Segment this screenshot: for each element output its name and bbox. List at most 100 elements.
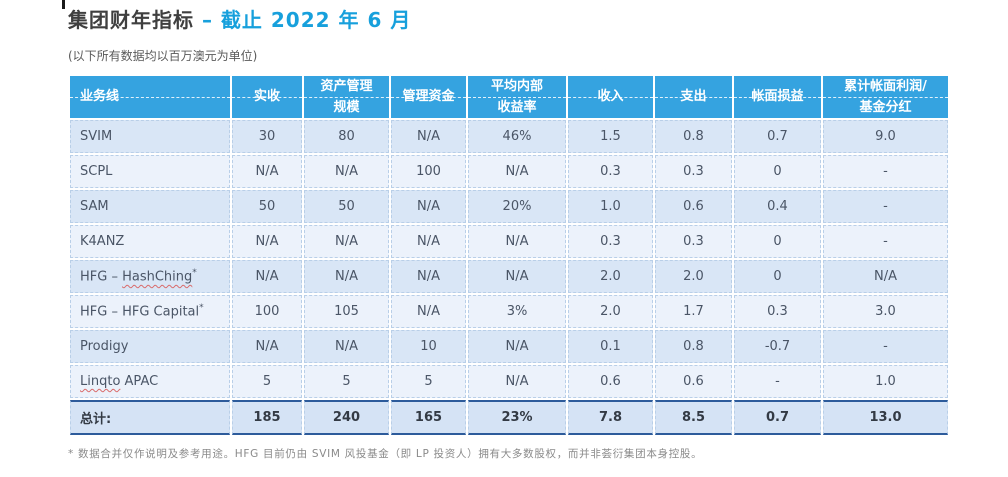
cell-hfg-hashching-avg-irr: N/A xyxy=(468,260,566,294)
cell-hfg-hashching-book-pnl: 0 xyxy=(734,260,821,294)
header-dashed-divider xyxy=(391,97,466,99)
business-line-text: Prodigy xyxy=(80,339,129,355)
cell-linqto-apac-expense: 0.6 xyxy=(655,365,732,399)
cell-scpl-paid-in: N/A xyxy=(232,155,302,189)
total-cell-revenue: 7.8 xyxy=(568,400,653,436)
page-title: 集团财年指标 – 截止 2022 年 6 月 xyxy=(68,8,1008,32)
header-dashed-divider xyxy=(70,97,230,99)
column-header-wrap: 实收 xyxy=(232,78,302,116)
cell-scpl-avg-irr: N/A xyxy=(468,155,566,189)
cell-hfg-hfg-capital-expense: 1.7 xyxy=(655,295,732,329)
column-header-wrap: 业务线 xyxy=(70,78,230,116)
page-title-main: 集团财年指标 xyxy=(68,8,202,32)
header-dashed-divider xyxy=(823,97,948,99)
cell-linqto-apac-revenue: 0.6 xyxy=(568,365,653,399)
cell-svim-cum-profit: 9.0 xyxy=(823,120,948,154)
cell-sam-paid-in: 50 xyxy=(232,190,302,224)
cell-k4anz-aum: N/A xyxy=(304,225,389,259)
cell-hfg-hfg-capital-paid-in: 100 xyxy=(232,295,302,329)
header-dashed-divider xyxy=(568,97,653,99)
cell-sam-managed-funds: N/A xyxy=(391,190,466,224)
footnote-marker: * xyxy=(199,303,204,314)
header-dashed-divider xyxy=(734,97,821,99)
cell-hfg-hfg-capital-book-pnl: 0.3 xyxy=(734,295,821,329)
cell-prodigy-paid-in: N/A xyxy=(232,330,302,364)
cell-k4anz-managed-funds: N/A xyxy=(391,225,466,259)
table-row-linqto-apac: Linqto APAC 5 5 5 N/A 0.6 0.6-1.0 xyxy=(70,365,948,399)
business-line-cell-sam: SAM xyxy=(70,190,230,224)
cell-svim-aum: 80 xyxy=(304,120,389,154)
business-line-text: SCPL xyxy=(80,164,113,180)
cell-prodigy-expense: 0.8 xyxy=(655,330,732,364)
total-cell-aum: 240 xyxy=(304,400,389,436)
business-line-cell-prodigy: Prodigy xyxy=(70,330,230,364)
column-header-label: 管理资金 xyxy=(402,89,455,105)
cell-linqto-apac-paid-in: 5 xyxy=(232,365,302,399)
column-header-managed-funds: 管理资金 xyxy=(391,76,466,119)
cell-svim-paid-in: 30 xyxy=(232,120,302,154)
column-header-label: 帐面损益 xyxy=(751,89,804,105)
cell-linqto-apac-book-pnl: - xyxy=(734,365,821,399)
header-dashed-divider xyxy=(468,97,566,99)
business-line-cell-svim: SVIM xyxy=(70,120,230,154)
column-header-avg-irr: 平均内部 收益率 xyxy=(468,76,566,119)
column-header-wrap: 收入 xyxy=(568,78,653,116)
total-cell-book-pnl: 0.7 xyxy=(734,400,821,436)
business-line-text: SVIM xyxy=(80,129,113,145)
table-row-k4anz: K4ANZ N/A N/A N/A N/A 0.3 0.3 0- xyxy=(70,225,948,259)
column-header-expense: 支出 xyxy=(655,76,732,119)
header-dashed-divider xyxy=(304,97,389,99)
text-cursor xyxy=(62,0,65,9)
document-page: 集团财年指标 – 截止 2022 年 6 月 (以下所有数据均以百万澳元为单位)… xyxy=(62,0,1008,460)
business-line-cell-linqto-apac: Linqto APAC xyxy=(70,365,230,399)
financial-metrics-table: 业务线 实收 资产管理 规模 管理资金 平均内部 收益率 收入 支出 帐面损益 累计帐面利润/基金分… xyxy=(68,74,950,437)
column-header-label: 收入 xyxy=(597,89,624,105)
business-line-text: HFG – xyxy=(80,269,123,285)
column-header-wrap: 管理资金 xyxy=(391,78,466,116)
cell-hfg-hashching-aum: N/A xyxy=(304,260,389,294)
cell-scpl-book-pnl: 0 xyxy=(734,155,821,189)
column-header-label: 规模 xyxy=(333,99,360,115)
column-header-aum: 资产管理 规模 xyxy=(304,76,389,119)
column-header-paid-in: 实收 xyxy=(232,76,302,119)
total-cell-avg-irr: 23% xyxy=(468,400,566,436)
column-header-wrap: 资产管理 规模 xyxy=(304,78,389,116)
cell-hfg-hfg-capital-revenue: 2.0 xyxy=(568,295,653,329)
header-dashed-divider xyxy=(232,97,302,99)
cell-hfg-hfg-capital-aum: 105 xyxy=(304,295,389,329)
cell-scpl-revenue: 0.3 xyxy=(568,155,653,189)
cell-hfg-hashching-revenue: 2.0 xyxy=(568,260,653,294)
column-header-wrap: 帐面损益 xyxy=(734,78,821,116)
cell-hfg-hashching-expense: 2.0 xyxy=(655,260,732,294)
column-header-label: 累计帐面利润/ xyxy=(844,79,927,94)
cell-sam-book-pnl: 0.4 xyxy=(734,190,821,224)
table-row-hfg-hfg-capital: HFG – HFG Capital* 100 105 N/A 3% 2.0 1.7 0.3 3.… xyxy=(70,295,948,329)
cell-sam-revenue: 1.0 xyxy=(568,190,653,224)
cell-svim-revenue: 1.5 xyxy=(568,120,653,154)
cell-k4anz-expense: 0.3 xyxy=(655,225,732,259)
cell-sam-avg-irr: 20% xyxy=(468,190,566,224)
business-line-text: K4ANZ xyxy=(80,234,125,250)
total-cell-cum-profit: 13.0 xyxy=(823,400,948,436)
cell-k4anz-avg-irr: N/A xyxy=(468,225,566,259)
header-row: 业务线 实收 资产管理 规模 管理资金 平均内部 收益率 收入 支出 帐面损益 累计帐面利润/基金分… xyxy=(70,76,948,119)
table-row-hfg-hashching: HFG – HashChing* N/A N/A N/A N/A 2.0 2.0 0 N/A xyxy=(70,260,948,294)
business-line-text: APAC xyxy=(120,374,159,390)
cell-k4anz-revenue: 0.3 xyxy=(568,225,653,259)
total-cell-managed-funds: 165 xyxy=(391,400,466,436)
cell-linqto-apac-managed-funds: 5 xyxy=(391,365,466,399)
cell-scpl-expense: 0.3 xyxy=(655,155,732,189)
column-header-label: 实收 xyxy=(253,89,280,105)
cell-svim-expense: 0.8 xyxy=(655,120,732,154)
cell-linqto-apac-aum: 5 xyxy=(304,365,389,399)
cell-prodigy-cum-profit: - xyxy=(823,330,948,364)
cell-hfg-hfg-capital-avg-irr: 3% xyxy=(468,295,566,329)
cell-prodigy-aum: N/A xyxy=(304,330,389,364)
cell-k4anz-book-pnl: 0 xyxy=(734,225,821,259)
column-header-label: 支出 xyxy=(680,89,707,105)
table-row-prodigy: Prodigy N/A N/A 10 N/A 0.1 0.8 -0.7- xyxy=(70,330,948,364)
cell-hfg-hashching-paid-in: N/A xyxy=(232,260,302,294)
cell-linqto-apac-avg-irr: N/A xyxy=(468,365,566,399)
cell-hfg-hashching-managed-funds: N/A xyxy=(391,260,466,294)
column-header-label: 资产管理 xyxy=(320,79,373,94)
